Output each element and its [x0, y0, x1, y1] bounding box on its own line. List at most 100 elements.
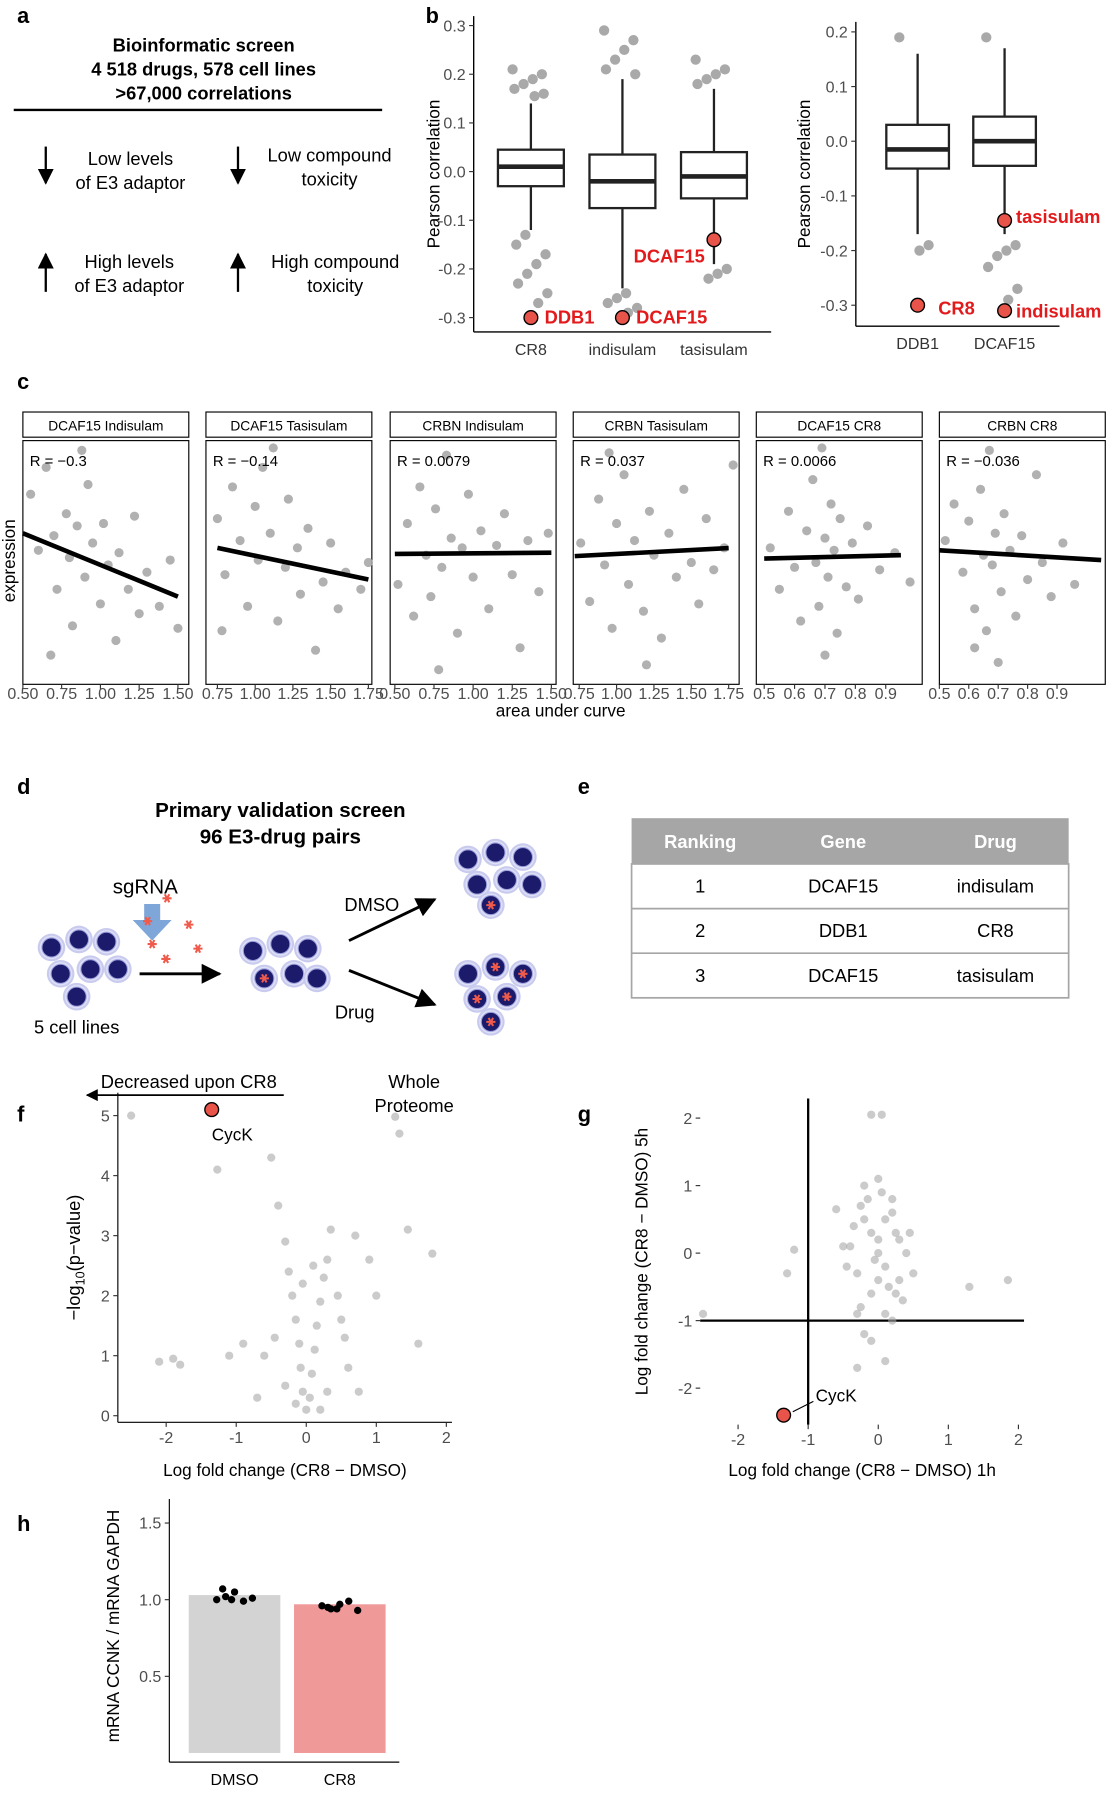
point: [867, 1336, 876, 1346]
x-tick-label: 1.25: [124, 686, 155, 703]
point: [604, 448, 614, 458]
point: [213, 1165, 222, 1174]
outlier: [710, 69, 721, 80]
panel-label: c: [17, 369, 29, 394]
fit-line: [939, 547, 1102, 563]
point: [337, 1315, 346, 1324]
point: [393, 579, 403, 589]
point: [310, 1345, 319, 1354]
replicate-point: [318, 1602, 326, 1610]
y-axis-label: −log10(p−value): [63, 1195, 88, 1321]
y-tick-label: -0.2: [438, 262, 466, 279]
table-cell: indisulam: [957, 876, 1034, 897]
x-tick-label: CR8: [324, 1772, 356, 1789]
point: [391, 1112, 400, 1121]
point: [127, 1111, 136, 1120]
point: [302, 1405, 311, 1414]
y-tick-label: 0.2: [826, 25, 848, 42]
outlier: [692, 78, 703, 90]
point: [134, 609, 144, 619]
point: [281, 1237, 290, 1246]
point: [999, 509, 1009, 519]
point: [970, 604, 980, 614]
outlier: [522, 268, 533, 279]
point: [270, 1333, 279, 1342]
x-tick-label: 1.00: [458, 686, 489, 703]
correlation-label: R = 0.037: [580, 454, 645, 470]
replicate-point: [248, 1594, 257, 1602]
point: [576, 538, 586, 548]
y-tick-label: -0.2: [820, 243, 848, 260]
point: [291, 1399, 300, 1408]
point: [820, 533, 830, 543]
point: [823, 572, 833, 582]
outlier: [598, 25, 610, 36]
point: [641, 660, 652, 670]
point: [860, 1330, 869, 1339]
x-tick-label: 1.25: [277, 686, 308, 703]
point: [802, 526, 812, 536]
table-header: [631, 818, 1069, 864]
point: [267, 1153, 276, 1162]
replicate-point: [324, 1603, 332, 1612]
point: [323, 1387, 332, 1396]
panel-frame: [389, 440, 557, 685]
x-axis-label: area under curve: [496, 700, 626, 720]
table-cell: CR8: [977, 920, 1014, 941]
bar: [188, 1595, 281, 1753]
outlier: [620, 288, 632, 299]
point: [841, 582, 851, 592]
panel-label: f: [17, 1101, 25, 1126]
arrow: [348, 969, 437, 1008]
table: Ranking Gene Drug 1 DCAF15 indisulam 2 D…: [630, 818, 1070, 999]
outlier: [923, 239, 934, 251]
point: [874, 1249, 883, 1258]
point: [1023, 574, 1033, 585]
point: [846, 1242, 855, 1251]
arrow: [348, 898, 437, 942]
point: [909, 1269, 918, 1278]
y-axis-label-part: 10: [74, 1271, 88, 1285]
y-axis-label: Log fold change (CR8 − DMSO) 5h: [632, 1128, 652, 1396]
point: [664, 528, 674, 538]
point: [295, 1339, 304, 1348]
x-tick-label: 1.00: [240, 686, 271, 703]
point: [867, 1110, 876, 1119]
point: [395, 1129, 404, 1138]
point: [280, 562, 290, 572]
point: [981, 626, 992, 636]
point: [235, 535, 245, 546]
point: [728, 460, 738, 470]
y-tick-label: 0.1: [826, 79, 848, 96]
replicate-point: [354, 1606, 362, 1615]
point: [594, 494, 604, 504]
outlier: [631, 302, 643, 314]
point: [441, 450, 452, 460]
point: [993, 657, 1003, 667]
x-tick-label: 1.25: [638, 686, 669, 703]
point: [212, 514, 223, 524]
point: [774, 584, 784, 594]
title: 4 518 drugs, 578 cell lines: [91, 59, 316, 80]
x-axis-label: Log fold change (CR8 − DMSO) 1h: [728, 1460, 996, 1480]
point: [80, 572, 90, 582]
point: [268, 443, 278, 453]
point: [176, 1360, 185, 1369]
point: [970, 643, 980, 653]
x-tick-label: -2: [159, 1430, 173, 1447]
point: [446, 533, 456, 543]
point: [165, 555, 175, 565]
item: High compound: [271, 251, 399, 272]
point: [940, 535, 950, 546]
point: [881, 1309, 890, 1319]
annotation: Proteome: [375, 1095, 454, 1116]
highlight-label: indisulam: [1016, 301, 1101, 322]
x-tick-label: 1.50: [676, 686, 707, 703]
point: [1046, 592, 1056, 602]
facet-title: DCAF15 CR8: [797, 418, 881, 433]
point: [356, 584, 366, 594]
point: [312, 1321, 321, 1330]
replicate-point: [227, 1596, 236, 1604]
leader: [792, 1400, 814, 1413]
point: [832, 1205, 841, 1214]
